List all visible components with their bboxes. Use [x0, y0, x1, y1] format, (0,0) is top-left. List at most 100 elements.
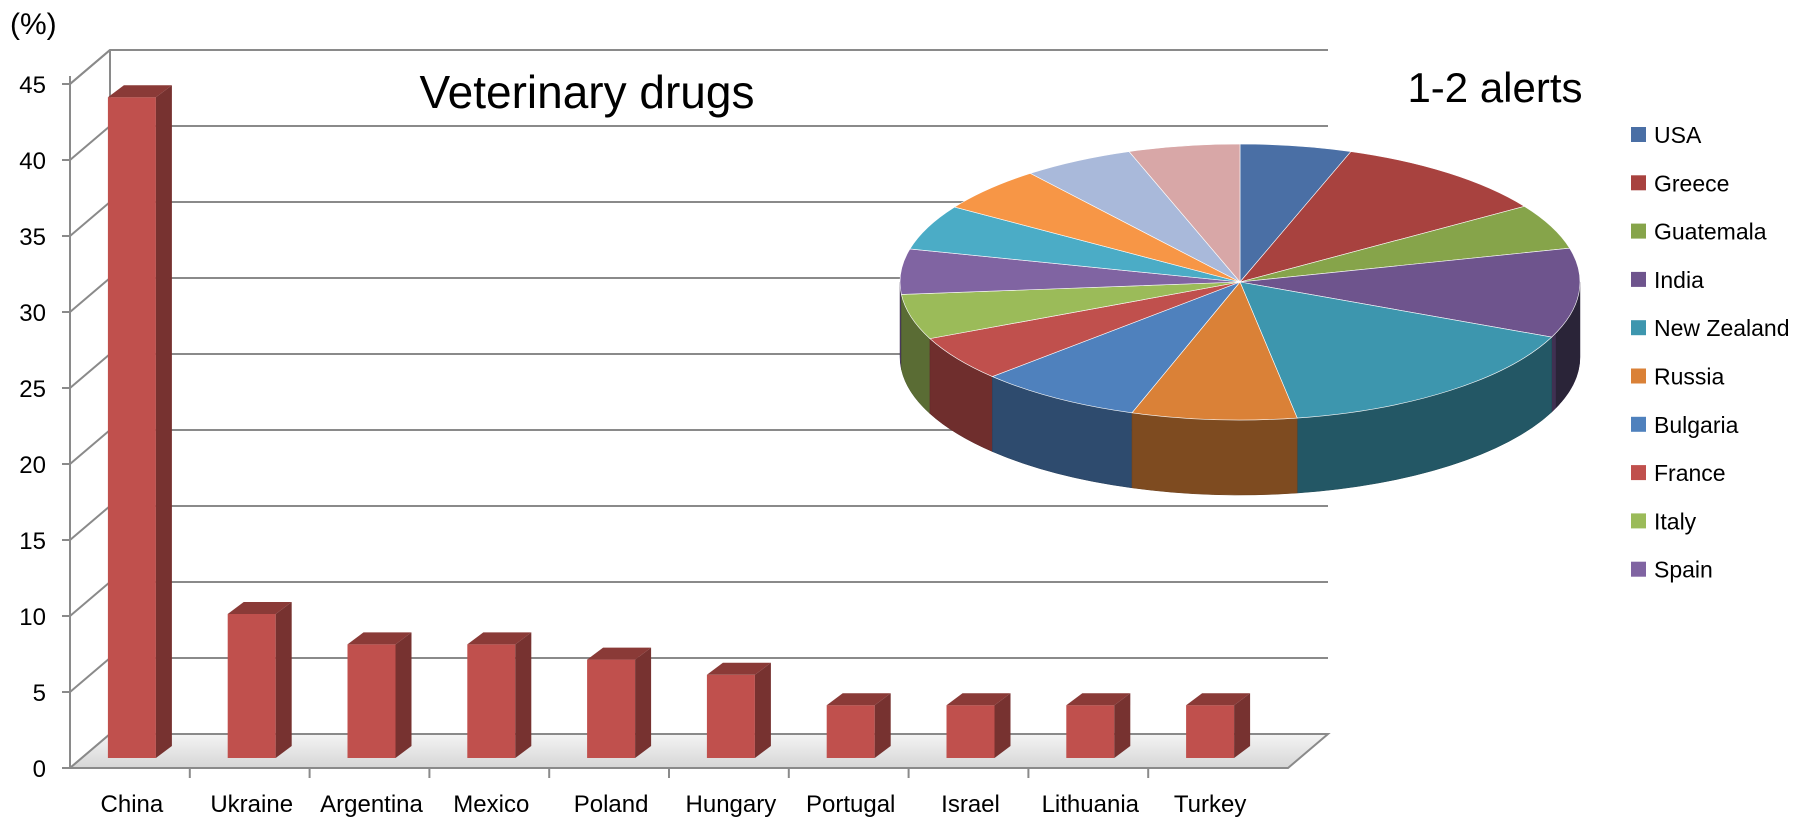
bar	[1066, 693, 1131, 758]
pie-legend: USA Greece Guatemala India New Zealand Russia…	[1631, 122, 1790, 583]
x-axis-tick-labels: China Ukraine Argentina Mexico Poland Hungary…	[101, 768, 1246, 818]
bar-front	[587, 659, 636, 758]
legend-swatch	[1631, 127, 1646, 142]
legend-label: Guatemala	[1654, 219, 1767, 245]
legend-item: Bulgaria	[1631, 412, 1739, 438]
legend-item: France	[1631, 460, 1726, 486]
bar-chart-grid	[62, 49, 1328, 769]
pie-slice	[1239, 151, 1526, 283]
pie-slice	[1239, 281, 1553, 419]
bar-front	[706, 674, 755, 758]
y-tick-label: 35	[19, 224, 46, 251]
bar-top	[826, 693, 891, 706]
legend-swatch	[1631, 465, 1646, 481]
legend-swatch	[1631, 416, 1646, 432]
bar	[347, 632, 412, 758]
bar-side	[1234, 693, 1251, 758]
bar	[467, 632, 532, 758]
pie-chart-title: 1-2 alerts	[1407, 64, 1582, 111]
bar-front	[1186, 705, 1235, 758]
pie-slice	[1131, 281, 1298, 421]
x-tick-label: Hungary	[686, 791, 777, 818]
legend-item: Italy	[1631, 508, 1697, 534]
legend-item: India	[1631, 267, 1704, 293]
bar-side	[515, 632, 532, 758]
y-tick-label: 25	[19, 376, 46, 403]
bar-front	[467, 644, 516, 758]
y-axis-tick-labels: 0 5 10 15 20 25 30 35 40 45	[19, 72, 46, 783]
bar-front	[1066, 705, 1115, 758]
bar-top	[347, 632, 412, 645]
bar-front	[826, 705, 875, 758]
y-tick-label: 30	[19, 300, 46, 327]
x-tick-label: Portugal	[806, 791, 895, 818]
legend-label: Greece	[1654, 170, 1729, 196]
y-tick-label: 45	[19, 72, 46, 99]
gridline-depth	[69, 353, 111, 389]
legend-swatch	[1631, 561, 1646, 577]
y-axis-label: (%)	[10, 8, 57, 41]
bar-side	[874, 693, 891, 758]
legend-item: Greece	[1631, 170, 1729, 196]
bar-top	[587, 647, 652, 660]
bar	[826, 693, 891, 758]
bar-top	[1066, 693, 1131, 706]
x-tick-label: Turkey	[1174, 791, 1246, 818]
pie-slice-side	[1555, 282, 1580, 409]
bar	[107, 85, 172, 758]
bar	[706, 662, 771, 758]
legend-item: New Zealand	[1631, 315, 1790, 341]
legend-label: Russia	[1654, 364, 1725, 390]
legend-swatch	[1631, 513, 1646, 529]
gridline-depth	[69, 49, 111, 85]
gridline-depth	[69, 505, 111, 541]
legend-label: Italy	[1654, 508, 1697, 534]
gridline-depth	[69, 201, 111, 237]
legend-item: USA	[1631, 122, 1702, 148]
gridline-depth	[69, 125, 111, 161]
legend-label: India	[1654, 267, 1704, 293]
x-tick-label: Israel	[941, 791, 1000, 818]
bar-top	[227, 602, 292, 614]
pie-slice	[991, 281, 1241, 414]
legend-item: Russia	[1631, 364, 1725, 390]
bar-side	[275, 602, 292, 758]
bar-series	[107, 85, 1251, 758]
y-tick-label: 20	[19, 452, 46, 479]
y-tick-label: 10	[19, 604, 46, 631]
legend-item: Spain	[1631, 557, 1713, 583]
legend-label: France	[1654, 460, 1726, 486]
bar-front	[227, 614, 276, 758]
legend-swatch	[1631, 271, 1646, 287]
bar-side	[994, 693, 1011, 758]
x-tick-label: China	[101, 791, 164, 818]
legend-swatch	[1631, 320, 1646, 336]
gridline-depth	[69, 657, 111, 693]
x-tick-label: Ukraine	[210, 791, 293, 818]
gridline-depth	[69, 277, 111, 313]
bar-side	[395, 632, 412, 758]
legend-item: Guatemala	[1631, 219, 1767, 245]
bar-side	[635, 647, 652, 758]
bar-top	[1186, 693, 1251, 706]
legend-label: Bulgaria	[1654, 412, 1739, 438]
gridline-depth	[69, 581, 111, 617]
gridline-depth	[69, 429, 111, 465]
legend-label: USA	[1654, 122, 1702, 148]
bar	[227, 602, 292, 758]
bar	[946, 693, 1011, 758]
bar-front	[347, 644, 396, 758]
y-tick-label: 15	[19, 528, 46, 555]
legend-swatch	[1631, 368, 1646, 384]
y-tick-label: 40	[19, 148, 46, 175]
legend-swatch	[1631, 223, 1646, 239]
x-tick-label: Argentina	[320, 791, 423, 818]
legend-label: New Zealand	[1654, 315, 1790, 341]
x-tick-label: Mexico	[453, 791, 529, 818]
bar-side	[754, 662, 771, 758]
pie-slice	[1239, 247, 1581, 338]
x-tick-label: Lithuania	[1042, 791, 1140, 818]
bar-chart-title: Veterinary drugs	[420, 66, 755, 118]
bar-front	[946, 705, 995, 758]
legend-label: Spain	[1654, 557, 1713, 583]
